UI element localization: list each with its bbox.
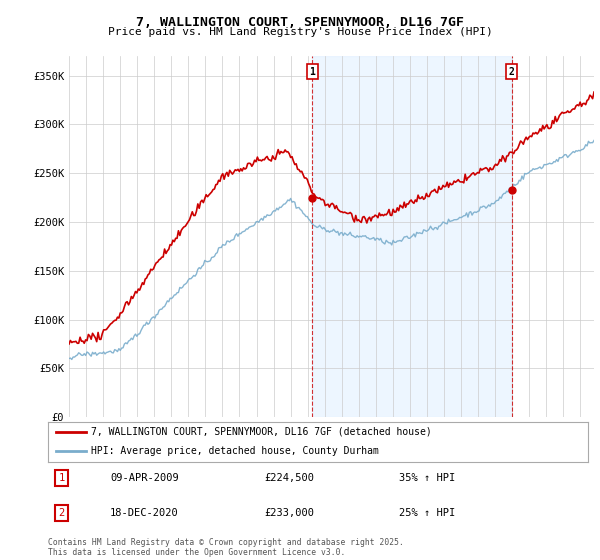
Text: 7, WALLINGTON COURT, SPENNYMOOR, DL16 7GF (detached house): 7, WALLINGTON COURT, SPENNYMOOR, DL16 7G… (91, 427, 432, 437)
Text: Price paid vs. HM Land Registry's House Price Index (HPI): Price paid vs. HM Land Registry's House … (107, 27, 493, 37)
Text: 1: 1 (310, 67, 315, 77)
Text: Contains HM Land Registry data © Crown copyright and database right 2025.
This d: Contains HM Land Registry data © Crown c… (48, 538, 404, 557)
Text: HPI: Average price, detached house, County Durham: HPI: Average price, detached house, Coun… (91, 446, 379, 456)
Text: 2: 2 (58, 508, 65, 518)
Text: 1: 1 (58, 473, 65, 483)
Bar (312, 56, 511, 417)
Text: 2: 2 (509, 67, 514, 77)
Text: 25% ↑ HPI: 25% ↑ HPI (399, 508, 455, 518)
Text: £224,500: £224,500 (264, 473, 314, 483)
Text: 35% ↑ HPI: 35% ↑ HPI (399, 473, 455, 483)
Text: 09-APR-2009: 09-APR-2009 (110, 473, 179, 483)
Text: £233,000: £233,000 (264, 508, 314, 518)
Text: 18-DEC-2020: 18-DEC-2020 (110, 508, 179, 518)
Text: 7, WALLINGTON COURT, SPENNYMOOR, DL16 7GF: 7, WALLINGTON COURT, SPENNYMOOR, DL16 7G… (136, 16, 464, 29)
